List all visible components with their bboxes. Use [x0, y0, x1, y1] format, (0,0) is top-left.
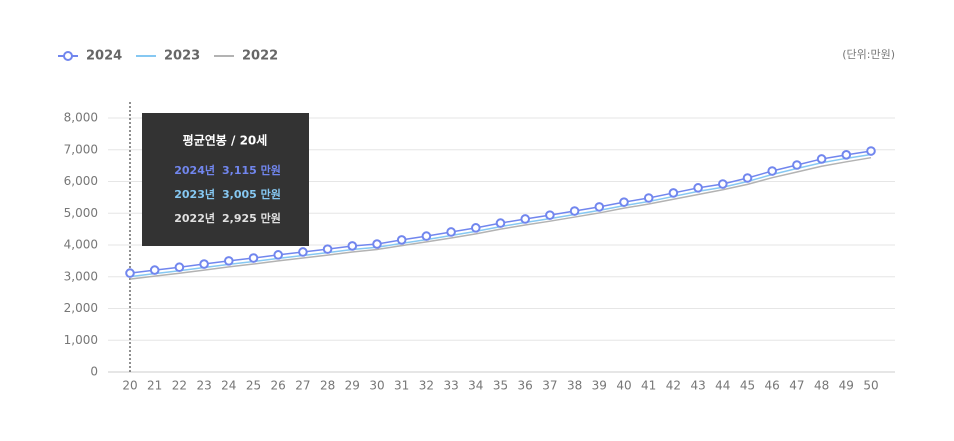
point: [792, 160, 802, 170]
point: [372, 239, 382, 249]
point: [298, 247, 308, 257]
x-tick-label: 44: [715, 379, 730, 393]
x-tick-label: 46: [765, 379, 780, 393]
x-tick-label: 39: [592, 379, 607, 393]
y-tick-label: 8,000: [64, 111, 98, 125]
point: [767, 166, 778, 176]
x-tick-label: 48: [814, 379, 829, 393]
x-tick-label: 20: [122, 379, 137, 393]
point: [421, 231, 432, 241]
tooltip-value: 3,115 만원: [222, 163, 281, 177]
tooltip-title: 평균연봉 / 20세: [183, 133, 268, 148]
x-tick-label: 43: [690, 379, 705, 393]
point: [594, 202, 605, 212]
point: [742, 173, 753, 183]
x-tick-label: 35: [493, 379, 508, 393]
y-tick-label: 7,000: [64, 142, 98, 156]
y-tick-label: 6,000: [64, 174, 98, 188]
point: [199, 259, 209, 269]
point: [866, 146, 876, 156]
legend-item: 2024: [58, 49, 122, 64]
tooltip-box: [142, 113, 309, 246]
point: [495, 218, 506, 228]
y-tick-label: 1,000: [64, 333, 98, 347]
point: [693, 183, 703, 193]
legend-label: 2022: [242, 49, 278, 64]
x-tick-label: 30: [369, 379, 384, 393]
point: [643, 193, 654, 203]
x-tick-label: 21: [147, 379, 162, 393]
point: [569, 206, 580, 216]
x-tick-label: 38: [567, 379, 582, 393]
point: [224, 256, 234, 266]
x-tick-label: 24: [221, 379, 236, 393]
point: [520, 214, 531, 224]
x-tick-label: 32: [419, 379, 434, 393]
point: [841, 150, 852, 160]
x-tick-label: 40: [616, 379, 631, 393]
x-tick-label: 42: [666, 379, 681, 393]
y-tick-label: 4,000: [64, 238, 98, 252]
point: [668, 188, 679, 198]
point: [396, 235, 407, 245]
point: [125, 268, 135, 278]
legend-marker: [63, 51, 73, 61]
point: [446, 227, 456, 237]
tooltip-value: 3,005 만원: [222, 187, 281, 201]
y-tick-label: 5,000: [64, 206, 98, 220]
legend-item: 2023: [136, 49, 200, 64]
point: [248, 253, 259, 263]
x-tick-label: 47: [789, 379, 804, 393]
legend-item: 2022: [214, 49, 278, 64]
x-tick-label: 31: [394, 379, 409, 393]
point: [816, 154, 827, 164]
tooltip-label: 2023년: [174, 187, 215, 201]
tooltip-label: 2022년: [174, 211, 215, 225]
x-tick-label: 22: [172, 379, 187, 393]
point: [471, 223, 481, 233]
y-tick-label: 3,000: [64, 269, 98, 283]
x-tick-label: 26: [271, 379, 286, 393]
x-tick-label: 37: [542, 379, 557, 393]
x-tick-label: 29: [345, 379, 360, 393]
y-tick-label: 0: [90, 365, 98, 379]
x-tick-label: 45: [740, 379, 755, 393]
point: [619, 197, 629, 207]
point: [545, 210, 555, 220]
tooltip-value: 2,925 만원: [222, 211, 281, 225]
point: [174, 262, 185, 273]
tooltip-label: 2024년: [174, 163, 215, 177]
series-line: [129, 156, 872, 280]
x-tick-label: 36: [518, 379, 533, 393]
legend-label: 2023: [164, 49, 200, 64]
x-tick-label: 23: [196, 379, 211, 393]
x-tick-label: 49: [839, 379, 854, 393]
x-tick-label: 34: [468, 379, 483, 393]
x-tick-label: 25: [246, 379, 261, 393]
x-tick-label: 41: [641, 379, 656, 393]
point: [273, 250, 284, 260]
unit-note: (단위:만원): [842, 48, 895, 61]
x-tick-label: 50: [863, 379, 878, 393]
point: [149, 265, 160, 275]
point: [322, 244, 333, 254]
legend-label: 2024: [86, 49, 122, 64]
point: [718, 179, 728, 189]
x-tick-label: 33: [443, 379, 458, 393]
point: [347, 241, 358, 251]
x-tick-label: 27: [295, 379, 310, 393]
y-tick-label: 2,000: [64, 301, 98, 315]
x-tick-label: 28: [320, 379, 335, 393]
tooltip: 평균연봉 / 20세 2024년 3,115 만원 2023년 3,005 만원 2022…: [142, 113, 309, 246]
